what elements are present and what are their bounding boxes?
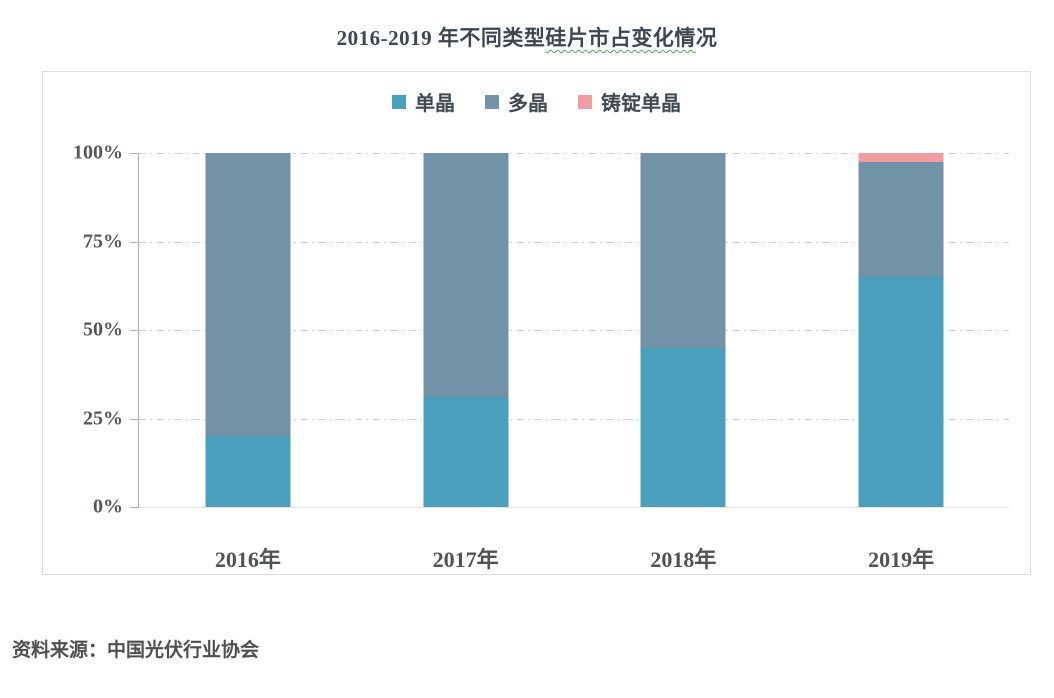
bar-segment-2017年-单晶 (423, 397, 509, 507)
bar-2019年 (858, 153, 944, 507)
y-axis-tick (130, 507, 139, 508)
chart-title-squiggle-underline: 硅片市占变化情 (545, 26, 696, 50)
plot-area: 0% 25% 50% 75% 100% 2016年 2017年 2018年 2019年 (73, 142, 1009, 572)
y-axis-tick (130, 418, 139, 420)
chart-title-plain: 2016-2019 年不同类型 (336, 26, 546, 50)
legend-item-1: 多晶 (485, 87, 548, 116)
bar-2016年 (205, 153, 291, 507)
x-axis-label-2016年: 2016年 (214, 547, 281, 572)
bar-segment-2019年-铸锭单晶 (858, 153, 944, 162)
y-axis-label-0: 0% (93, 495, 123, 518)
legend: 单晶 多晶 铸锭单晶 (43, 87, 1030, 116)
gridline-50 (139, 330, 1009, 331)
bar-2018年 (640, 153, 726, 507)
gridline-0 (139, 507, 1009, 508)
y-axis-label-75: 75% (83, 230, 123, 252)
gridline-100 (139, 153, 1009, 154)
legend-swatch-icon (392, 94, 406, 109)
chart-title-tail: 况 (695, 26, 718, 50)
legend-label: 铸锭单晶 (601, 93, 681, 115)
legend-label: 多晶 (508, 93, 548, 115)
legend-swatch-icon (485, 94, 499, 109)
gridline-25 (139, 418, 1009, 420)
gridline-75 (139, 241, 1009, 243)
y-axis-tick (130, 330, 139, 331)
y-axis-tick (130, 241, 139, 243)
legend-label: 单晶 (415, 93, 455, 115)
y-axis-tick (130, 153, 139, 154)
x-axis-label-2017年: 2017年 (432, 547, 499, 572)
bar-segment-2018年-单晶 (640, 347, 726, 507)
legend-item-0: 单晶 (392, 87, 455, 116)
bar-segment-2018年-多晶 (640, 153, 726, 348)
y-axis-label-50: 50% (83, 318, 123, 341)
source-note: 资料来源：中国光伏行业协会 (12, 640, 260, 661)
bar-segment-2016年-多晶 (205, 153, 291, 437)
x-axis-label-2018年: 2018年 (650, 547, 717, 572)
bar-segment-2019年-多晶 (858, 161, 944, 277)
bar-segment-2019年-单晶 (858, 276, 944, 507)
x-axis-label-2019年: 2019年 (868, 547, 935, 572)
y-axis-label-100: 100% (73, 141, 123, 164)
bar-segment-2017年-多晶 (423, 153, 509, 398)
bar-2017年 (423, 153, 509, 507)
legend-item-2: 铸锭单晶 (578, 87, 681, 116)
chart-title: 2016-2019 年不同类型硅片市占变化情况 (0, 22, 1054, 52)
y-axis-label-25: 25% (83, 407, 123, 429)
bar-segment-2016年-单晶 (205, 436, 291, 507)
chart-panel: 单晶 多晶 铸锭单晶 0% 25% 50% 75% 100% 2016年 2017年 2018年 2… (42, 71, 1031, 575)
legend-swatch-icon (578, 94, 592, 109)
